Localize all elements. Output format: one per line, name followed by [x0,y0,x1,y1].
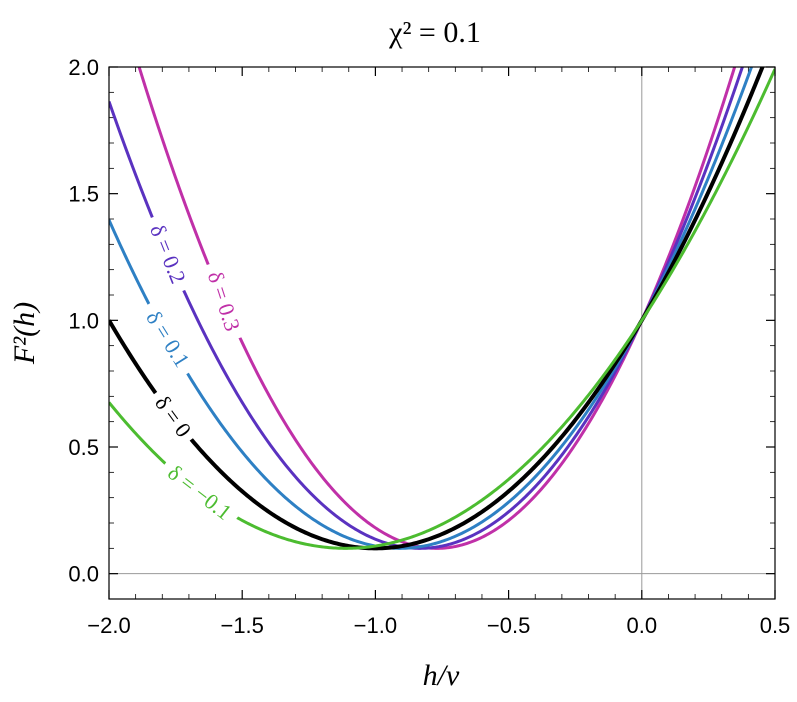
y-tick-label: 1.0 [68,308,99,333]
x-tick-label: −1.5 [220,613,263,638]
x-tick-label: −0.5 [487,613,530,638]
series-line [109,68,775,550]
x-tick-label: −1.0 [354,613,397,638]
series-label: δ = 0.3 [203,268,246,334]
plot-frame [108,66,776,600]
y-tick-label: 2.0 [68,55,99,80]
series-label-background [141,211,196,296]
series-label: δ = 0.2 [145,221,191,287]
y-tick-label: 0.5 [68,435,99,460]
x-axis-label: h/v [423,659,460,692]
series-label-group: δ = −0.1 [156,453,244,530]
chart-title: χ² = 0.1 [388,16,481,49]
series-label-group: δ = 0 [145,384,202,448]
y-tick-label: 1.5 [68,182,99,207]
series-label-background [136,297,201,380]
series-label: δ = −0.1 [163,460,236,525]
x-tick-label: −2.0 [87,613,130,638]
series-label-group: δ = 0.2 [141,211,196,296]
series-label-background [156,453,244,530]
x-tick-label: 0.5 [760,613,791,638]
y-axis-label: F²(h) [8,302,41,365]
x-tick-label: 0.0 [627,613,658,638]
series-line [109,67,765,551]
series-label-background [145,384,202,448]
series-label-group: δ = 0.1 [136,297,201,380]
series-line [109,67,744,550]
plot-area: −2.0 −1.5 −1.0 −0.5 0.0 0.5 0.0 0.5 1.0 1.5 2.0 δ =… [68,55,791,638]
y-tick-label: 0.0 [68,562,99,587]
series-label-background [199,259,250,343]
series-label-group: δ = 0.3 [199,259,250,343]
series-label: δ = 0.1 [141,306,195,371]
